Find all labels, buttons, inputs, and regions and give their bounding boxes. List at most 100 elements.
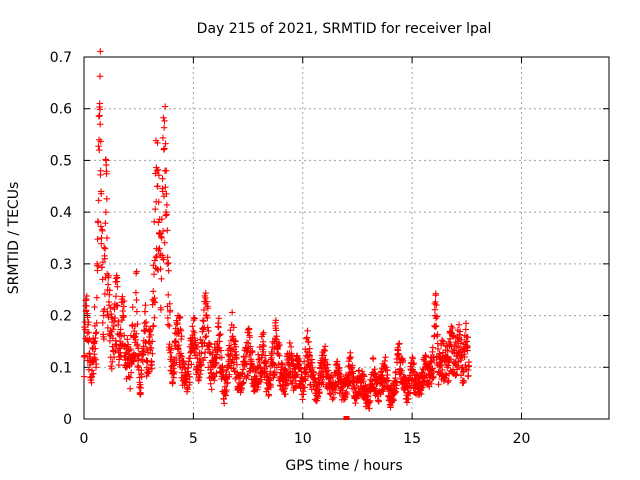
data-point xyxy=(409,354,416,361)
data-point xyxy=(170,365,177,372)
data-point xyxy=(112,293,120,300)
data-point xyxy=(218,354,226,361)
data-point xyxy=(462,320,470,327)
data-point xyxy=(130,358,137,365)
data-point xyxy=(208,386,215,393)
data-point xyxy=(148,365,156,372)
data-point xyxy=(159,134,167,142)
data-point xyxy=(433,301,440,309)
data-point xyxy=(83,292,90,300)
data-point xyxy=(279,361,286,368)
data-point xyxy=(103,195,110,203)
data-point xyxy=(202,311,210,319)
data-point xyxy=(260,343,267,350)
data-point xyxy=(149,350,156,357)
data-point xyxy=(435,381,442,388)
data-point xyxy=(169,379,176,387)
data-point xyxy=(199,317,207,324)
data-point xyxy=(422,353,430,360)
data-point xyxy=(284,380,292,388)
data-point xyxy=(300,358,308,365)
data-point xyxy=(334,358,341,365)
data-point xyxy=(153,265,161,273)
data-point xyxy=(109,326,117,333)
data-point xyxy=(194,366,202,373)
data-point xyxy=(107,304,114,312)
data-point xyxy=(306,351,313,359)
data-point xyxy=(385,377,392,384)
data-point xyxy=(329,395,336,403)
data-point xyxy=(151,257,158,264)
data-point xyxy=(398,367,405,374)
data-point xyxy=(150,218,158,225)
data-point xyxy=(352,399,359,407)
data-point xyxy=(191,315,198,322)
data-point xyxy=(281,385,289,392)
data-point xyxy=(364,393,372,400)
data-point xyxy=(150,271,158,278)
data-point xyxy=(97,48,104,55)
data-point xyxy=(137,381,144,388)
data-point xyxy=(350,373,357,380)
data-point xyxy=(186,355,194,362)
data-point xyxy=(320,346,328,354)
data-point xyxy=(175,345,182,352)
y-tick-label: 0 xyxy=(63,412,72,428)
data-point xyxy=(141,327,148,335)
data-point xyxy=(85,318,92,326)
data-point xyxy=(432,323,439,331)
data-point xyxy=(154,139,161,147)
data-point xyxy=(310,369,318,376)
data-point xyxy=(102,219,109,227)
data-point xyxy=(409,361,417,368)
data-point xyxy=(142,302,149,309)
data-point xyxy=(215,315,223,322)
data-point xyxy=(429,344,437,351)
data-point xyxy=(221,383,229,390)
y-axis-label: SRMTID / TECUs xyxy=(6,182,22,295)
data-point xyxy=(381,357,389,365)
data-point xyxy=(96,146,103,154)
data-point xyxy=(114,302,121,310)
data-point xyxy=(166,341,173,348)
data-point xyxy=(98,190,105,197)
data-point xyxy=(138,373,145,381)
data-point xyxy=(226,371,233,378)
data-point xyxy=(372,370,379,377)
data-point xyxy=(163,190,170,198)
data-point xyxy=(399,357,407,364)
data-point xyxy=(461,348,468,355)
data-point xyxy=(155,246,162,254)
data-point xyxy=(240,379,247,386)
data-point xyxy=(405,389,413,396)
data-point xyxy=(92,345,99,352)
data-point xyxy=(391,389,399,396)
data-point xyxy=(171,368,178,376)
data-point xyxy=(167,345,175,352)
data-point xyxy=(434,331,441,338)
data-point xyxy=(230,324,237,331)
data-point xyxy=(165,291,172,299)
data-point xyxy=(180,360,188,367)
data-point xyxy=(253,375,261,382)
data-point xyxy=(141,308,149,315)
data-point xyxy=(163,201,171,209)
data-point xyxy=(84,314,91,321)
data-point xyxy=(449,324,456,332)
data-point xyxy=(409,355,417,362)
data-point xyxy=(178,332,185,340)
data-point xyxy=(196,355,204,363)
data-point xyxy=(162,212,170,219)
data-point xyxy=(85,329,92,336)
data-point xyxy=(322,343,329,350)
data-point xyxy=(172,339,179,346)
data-point xyxy=(438,366,446,374)
data-point xyxy=(155,219,162,226)
data-point xyxy=(430,374,437,381)
data-point xyxy=(133,296,140,304)
data-point xyxy=(167,349,174,356)
data-point xyxy=(101,290,109,298)
data-point xyxy=(120,332,128,339)
data-point xyxy=(132,289,140,296)
